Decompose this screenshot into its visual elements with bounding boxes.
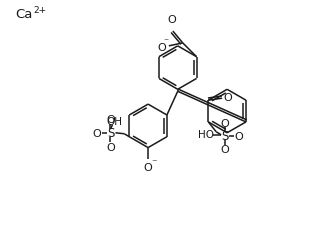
Text: Ca: Ca	[16, 8, 33, 21]
Text: O: O	[106, 114, 115, 124]
Text: O: O	[167, 15, 176, 25]
Text: O: O	[224, 93, 232, 103]
Text: HO: HO	[198, 129, 214, 139]
Text: 2+: 2+	[33, 6, 46, 15]
Text: S: S	[107, 127, 114, 140]
Text: O: O	[144, 163, 153, 173]
Text: O: O	[106, 142, 115, 152]
Text: ⁻: ⁻	[151, 158, 157, 168]
Text: O: O	[221, 144, 229, 154]
Text: O: O	[157, 43, 166, 53]
Text: O: O	[235, 131, 243, 141]
Text: O: O	[92, 128, 101, 138]
Text: O: O	[221, 118, 229, 128]
Text: ⁻: ⁻	[163, 37, 168, 47]
Text: S: S	[221, 130, 229, 143]
Text: OH: OH	[106, 116, 122, 126]
